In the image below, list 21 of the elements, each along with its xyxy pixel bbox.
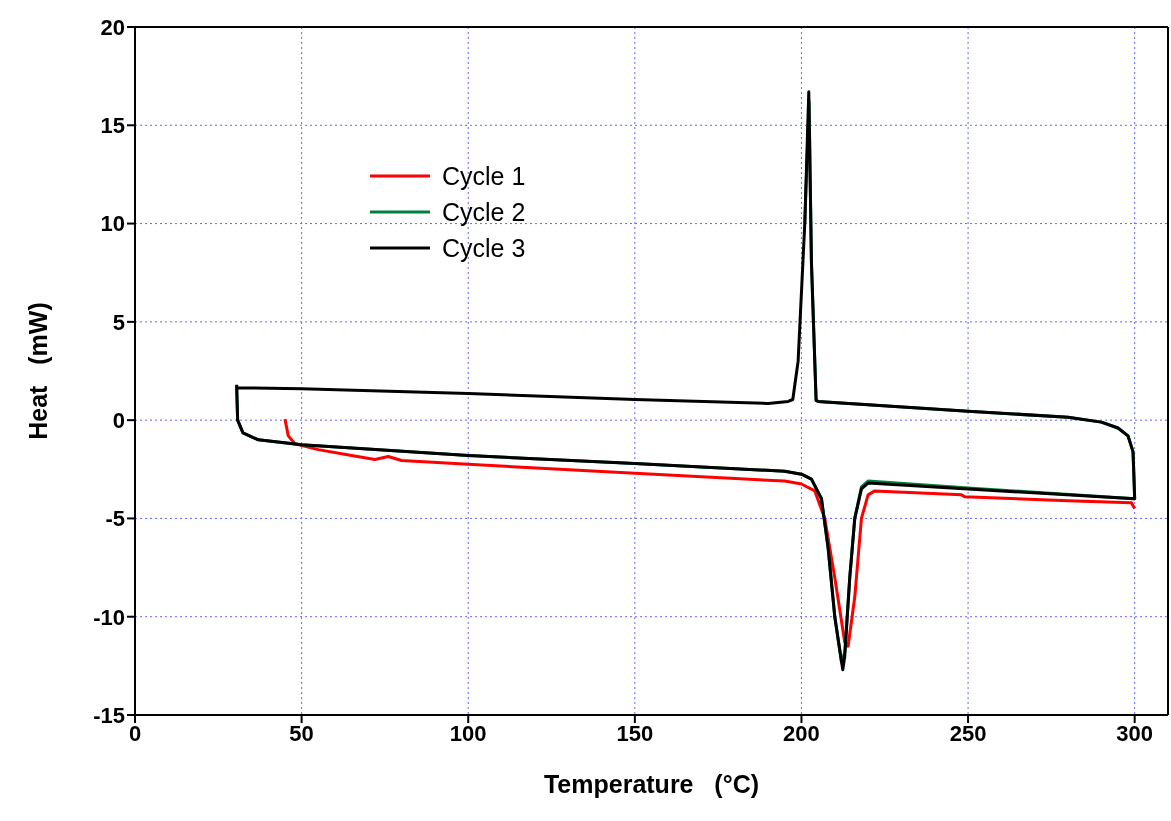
x-tick-label: 300 [1116, 720, 1154, 746]
y-tick-label: 5 [112, 309, 125, 335]
y-tick-label: 10 [100, 211, 125, 237]
y-tick-label: -10 [93, 604, 125, 630]
x-tick-label: 0 [128, 720, 142, 746]
x-axis-title: Temperature (°C) [543, 770, 760, 798]
legend-label: Cycle 3 [442, 233, 526, 263]
legend-label: Cycle 1 [442, 161, 526, 191]
y-tick-label: 0 [112, 407, 125, 433]
y-axis-title: Heat (mW) [24, 302, 52, 440]
x-tick-label: 100 [449, 720, 487, 746]
y-tick-label: -15 [93, 702, 125, 728]
x-tick-label: 50 [289, 720, 314, 746]
y-tick-label: 20 [100, 14, 125, 40]
x-tick-label: 200 [783, 720, 820, 746]
legend-label: Cycle 2 [442, 197, 526, 227]
y-tick-label: -5 [105, 506, 125, 532]
y-tick-label: 15 [100, 113, 125, 139]
line-series [283, 417, 1137, 648]
x-tick-label: 250 [949, 720, 987, 746]
x-tick-label: 150 [616, 720, 654, 746]
